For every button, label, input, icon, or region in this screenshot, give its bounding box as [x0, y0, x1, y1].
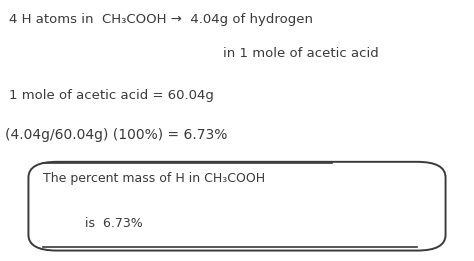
Text: The percent mass of H in CH₃COOH: The percent mass of H in CH₃COOH: [43, 172, 265, 185]
Text: 4 H atoms in  CH₃COOH →  4.04g of hydrogen: 4 H atoms in CH₃COOH → 4.04g of hydrogen: [9, 13, 313, 26]
Text: in 1 mole of acetic acid: in 1 mole of acetic acid: [223, 47, 379, 60]
Text: (4.04g/60.04g) (100%) = 6.73%: (4.04g/60.04g) (100%) = 6.73%: [5, 128, 227, 142]
FancyBboxPatch shape: [28, 162, 446, 251]
Text: is  6.73%: is 6.73%: [85, 217, 143, 230]
Text: 1 mole of acetic acid = 60.04g: 1 mole of acetic acid = 60.04g: [9, 89, 214, 102]
